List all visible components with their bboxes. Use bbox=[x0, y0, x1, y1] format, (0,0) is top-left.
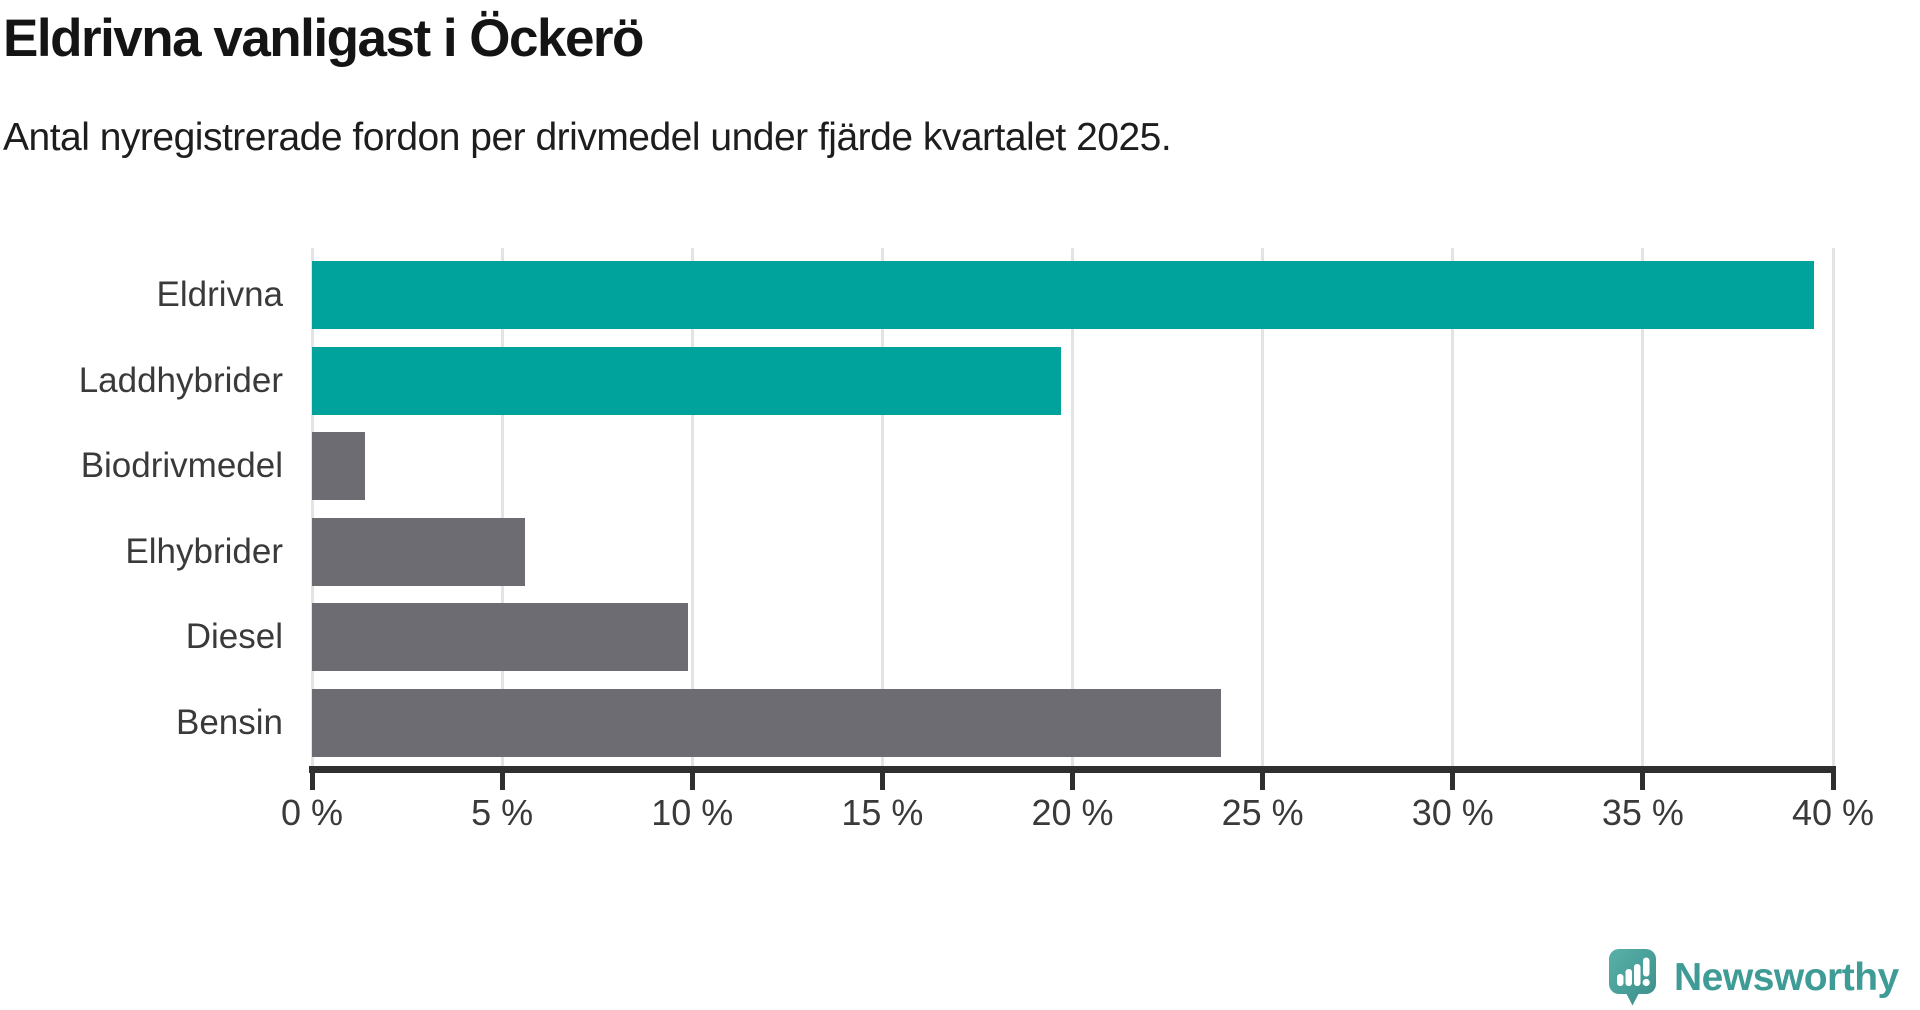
gridline bbox=[1261, 248, 1265, 766]
x-axis-tick-label: 35 % bbox=[1601, 792, 1684, 833]
brand-name: Newsworthy bbox=[1674, 956, 1899, 999]
bar-bensin bbox=[312, 689, 1221, 757]
x-axis-tick bbox=[1450, 773, 1456, 790]
x-axis-tick bbox=[309, 773, 315, 790]
gridline bbox=[690, 248, 694, 766]
category-label: Diesel bbox=[185, 617, 283, 656]
x-axis-tick-label: 5 % bbox=[471, 792, 534, 833]
newsworthy-logo-icon bbox=[1609, 949, 1656, 1006]
bar-elhybrider bbox=[312, 518, 525, 586]
gridline bbox=[880, 248, 884, 766]
x-axis-line bbox=[309, 766, 1836, 773]
gridline bbox=[310, 248, 314, 766]
category-label: Bensin bbox=[175, 703, 283, 742]
x-axis-tick-label: 40 % bbox=[1791, 792, 1875, 833]
category-label: Eldrivna bbox=[156, 275, 283, 314]
x-axis-tick-label: 10 % bbox=[651, 792, 734, 833]
bar-diesel bbox=[312, 603, 689, 671]
category-label: Elhybrider bbox=[125, 532, 283, 571]
x-axis-tick bbox=[689, 773, 695, 790]
x-axis-tick-label: 0 % bbox=[280, 792, 344, 833]
x-axis-tick bbox=[1640, 773, 1646, 790]
bar-laddhybrider bbox=[312, 347, 1062, 415]
category-label: Laddhybrider bbox=[78, 361, 283, 400]
x-axis-tick bbox=[1830, 773, 1836, 790]
x-axis-tick-label: 30 % bbox=[1411, 792, 1494, 833]
gridline bbox=[1451, 248, 1455, 766]
x-axis-tick bbox=[1070, 773, 1075, 790]
x-axis-tick-label: 20 % bbox=[1031, 792, 1114, 833]
x-axis-tick bbox=[1260, 773, 1266, 790]
gridline bbox=[1831, 248, 1835, 766]
x-axis-tick bbox=[879, 773, 885, 790]
x-axis-tick bbox=[499, 773, 505, 790]
x-axis-tick-label: 15 % bbox=[841, 792, 924, 833]
chart-subtitle: Antal nyregistrerade fordon per drivmede… bbox=[3, 116, 1172, 159]
gridline bbox=[1071, 248, 1074, 766]
chart-title: Eldrivna vanligast i Öckerö bbox=[3, 9, 644, 68]
bar-biodrivmedel bbox=[312, 432, 366, 500]
brand-footer: Newsworthy bbox=[1608, 948, 1899, 1007]
category-label: Biodrivmedel bbox=[80, 446, 283, 485]
bar-eldrivna bbox=[312, 261, 1814, 329]
x-axis-tick-label: 25 % bbox=[1221, 792, 1304, 833]
gridline bbox=[500, 248, 504, 766]
gridline bbox=[1641, 248, 1645, 766]
